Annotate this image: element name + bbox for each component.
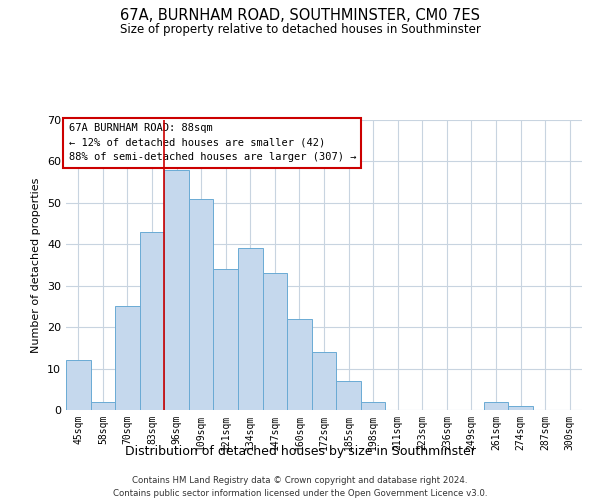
Bar [361,402,385,410]
Bar [312,352,336,410]
Bar [214,269,238,410]
Bar [508,406,533,410]
Text: Size of property relative to detached houses in Southminster: Size of property relative to detached ho… [119,22,481,36]
Bar [189,198,214,410]
Text: Distribution of detached houses by size in Southminster: Distribution of detached houses by size … [125,444,475,458]
Bar [336,381,361,410]
Bar [91,402,115,410]
Text: 67A BURNHAM ROAD: 88sqm
← 12% of detached houses are smaller (42)
88% of semi-de: 67A BURNHAM ROAD: 88sqm ← 12% of detache… [68,123,356,162]
Bar [164,170,189,410]
Bar [66,360,91,410]
Bar [140,232,164,410]
Bar [263,274,287,410]
Bar [484,402,508,410]
Bar [287,319,312,410]
Bar [238,248,263,410]
Bar [115,306,140,410]
Text: Contains HM Land Registry data © Crown copyright and database right 2024.
Contai: Contains HM Land Registry data © Crown c… [113,476,487,498]
Text: 67A, BURNHAM ROAD, SOUTHMINSTER, CM0 7ES: 67A, BURNHAM ROAD, SOUTHMINSTER, CM0 7ES [120,8,480,22]
Y-axis label: Number of detached properties: Number of detached properties [31,178,41,352]
